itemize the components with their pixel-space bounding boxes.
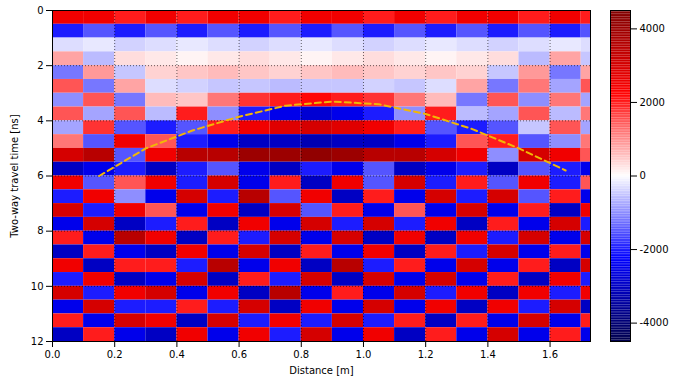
svg-text:2000: 2000 bbox=[640, 97, 665, 108]
svg-text:1.0: 1.0 bbox=[356, 349, 372, 360]
svg-text:-2000: -2000 bbox=[640, 244, 669, 255]
svg-text:4: 4 bbox=[37, 115, 43, 126]
svg-text:0.4: 0.4 bbox=[169, 349, 185, 360]
svg-text:1.6: 1.6 bbox=[542, 349, 558, 360]
svg-text:-4000: -4000 bbox=[640, 317, 669, 328]
svg-text:1.4: 1.4 bbox=[480, 349, 496, 360]
svg-text:Two-way travel time [ns]: Two-way travel time [ns] bbox=[9, 114, 20, 238]
svg-text:0: 0 bbox=[37, 5, 43, 16]
svg-text:1.2: 1.2 bbox=[418, 349, 434, 360]
svg-text:4000: 4000 bbox=[640, 23, 665, 34]
svg-text:0.2: 0.2 bbox=[107, 349, 123, 360]
svg-text:8: 8 bbox=[37, 225, 43, 236]
svg-text:0: 0 bbox=[640, 170, 646, 181]
svg-text:0.0: 0.0 bbox=[45, 349, 61, 360]
svg-text:6: 6 bbox=[37, 170, 43, 181]
svg-text:0.6: 0.6 bbox=[231, 349, 247, 360]
svg-text:10: 10 bbox=[31, 281, 44, 292]
svg-text:12: 12 bbox=[31, 336, 44, 347]
svg-text:Distance [m]: Distance [m] bbox=[289, 365, 354, 376]
svg-text:0.8: 0.8 bbox=[293, 349, 309, 360]
svg-text:2: 2 bbox=[37, 60, 43, 71]
